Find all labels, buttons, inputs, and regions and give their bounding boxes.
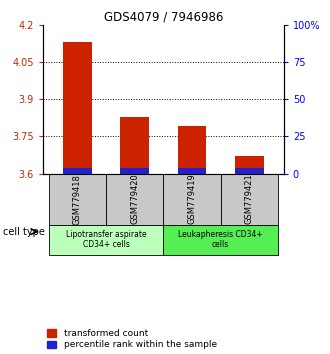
Bar bbox=[120, 168, 149, 173]
Bar bbox=[163, 225, 278, 255]
Text: GSM779420: GSM779420 bbox=[130, 174, 139, 224]
Text: GSM779419: GSM779419 bbox=[187, 174, 197, 224]
Bar bbox=[235, 168, 264, 173]
Text: GSM779421: GSM779421 bbox=[245, 174, 254, 224]
Text: Leukapheresis CD34+
cells: Leukapheresis CD34+ cells bbox=[178, 230, 263, 250]
Text: cell type: cell type bbox=[3, 227, 45, 236]
Bar bbox=[49, 225, 163, 255]
Title: GDS4079 / 7946986: GDS4079 / 7946986 bbox=[104, 11, 223, 24]
Bar bbox=[163, 173, 221, 225]
Bar bbox=[106, 173, 163, 225]
Legend: transformed count, percentile rank within the sample: transformed count, percentile rank withi… bbox=[48, 329, 217, 349]
Bar bbox=[178, 126, 206, 173]
Bar bbox=[63, 42, 92, 173]
Bar bbox=[235, 156, 264, 173]
Bar bbox=[63, 168, 92, 173]
Bar bbox=[120, 116, 149, 173]
Bar bbox=[49, 173, 106, 225]
Bar bbox=[178, 168, 206, 173]
Text: GSM779418: GSM779418 bbox=[73, 174, 82, 224]
Text: Lipotransfer aspirate
CD34+ cells: Lipotransfer aspirate CD34+ cells bbox=[66, 230, 146, 250]
Bar bbox=[221, 173, 278, 225]
